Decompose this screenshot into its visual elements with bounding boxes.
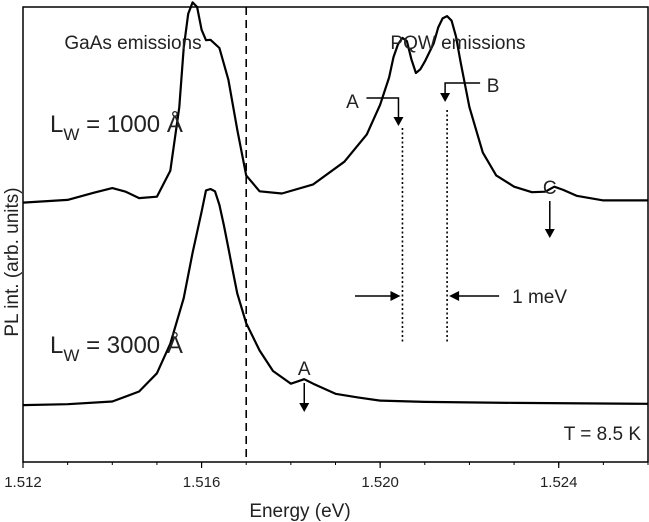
peak-label-c: C [543,178,557,199]
series-line-1 [22,1,648,204]
series-group [22,1,649,407]
series-label-2: LW = 3000 Å [50,331,183,365]
region-label-pqw: PQW emissions [390,33,525,54]
temperature-label: T = 8.5 K [564,424,642,445]
x-ticks: 1.512 1.516 1.520 1.524 [4,462,649,491]
arrow-head [544,229,555,238]
peak-label-a-lower: A [298,359,311,380]
x-tick-label: 1.524 [540,474,578,491]
series-label-1: LW = 1000 Å [50,110,183,144]
region-label-gaas: GaAs emissions [64,33,201,54]
arrow-head [390,291,401,301]
annotations: LW = 1000 Å LW = 3000 Å A B C A [50,7,557,462]
arrow-head [393,117,404,126]
y-axis-title: PL int. (arb. units) [2,187,23,336]
peak-label-a: A [346,92,359,113]
x-axis-title: Energy (eV) [249,501,350,522]
series-line-2 [22,187,649,407]
x-tick-label: 1.516 [183,474,221,491]
arrow-head [440,93,451,102]
arrow-head [299,403,310,412]
splitting-label: 1 meV [512,287,567,308]
peak-label-b: B [487,76,500,97]
x-tick-label: 1.512 [4,474,42,491]
peak-arrow-b [444,82,481,95]
x-tick-label: 1.520 [361,474,399,491]
peak-arrow-a [366,97,400,118]
arrow-head [449,291,460,301]
